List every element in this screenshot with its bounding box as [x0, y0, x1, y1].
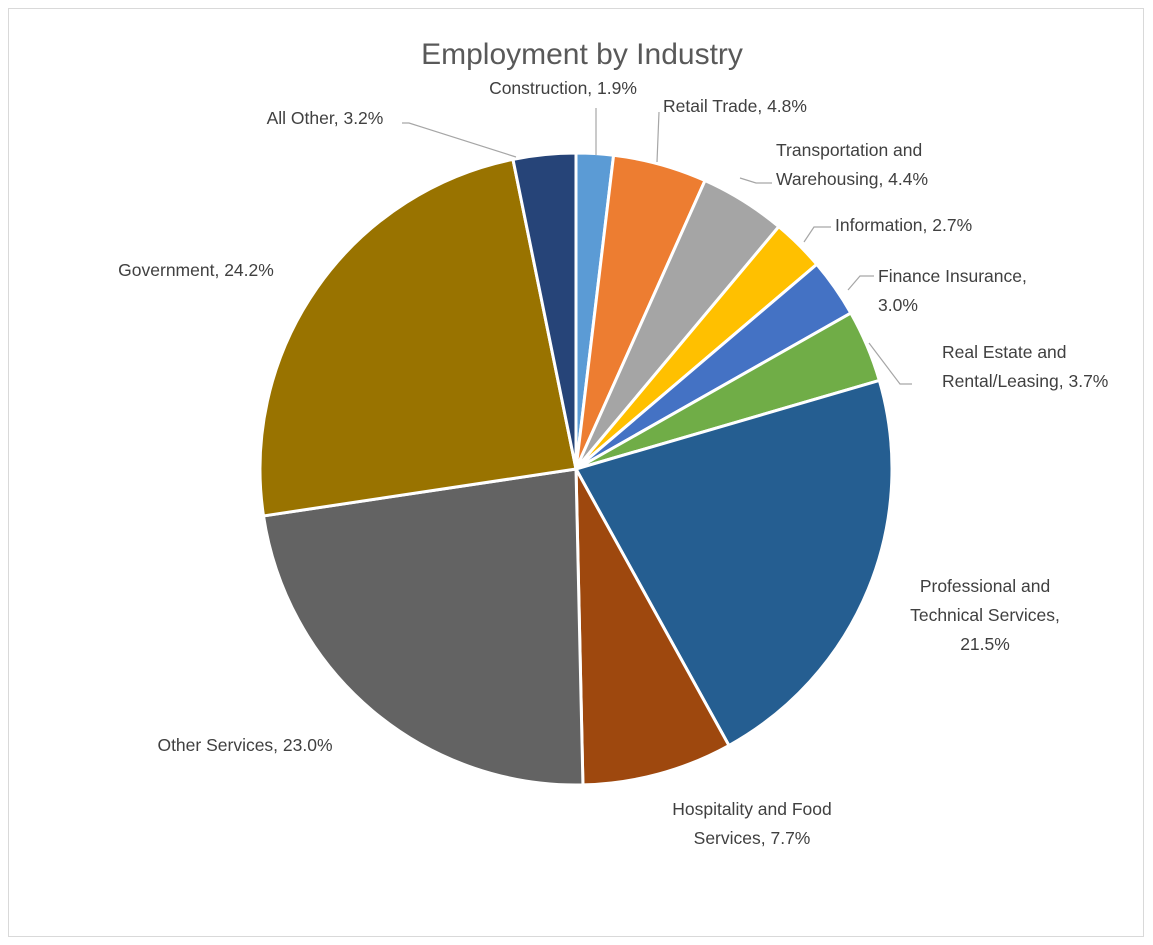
data-label-line: Transportation and [776, 140, 922, 160]
leader-lines [402, 108, 912, 385]
data-label-line: Information, 2.7% [835, 215, 972, 235]
data-label-other-services: Other Services, 23.0% [157, 735, 332, 755]
chart-title: Employment by Industry [421, 38, 743, 71]
data-labels: Construction, 1.9% Retail Trade, 4.8% Tran… [118, 78, 1108, 848]
pie-slices [258, 151, 894, 787]
leader-line-retail-trade [656, 111, 660, 163]
data-label-line: Construction, 1.9% [489, 78, 637, 98]
data-label-finance-insurance: Finance Insurance, 3.0% [878, 266, 1027, 315]
data-label-line: Retail Trade, 4.8% [663, 96, 807, 116]
data-label-line: Rental/Leasing, 3.7% [942, 371, 1108, 391]
data-label-information: Information, 2.7% [835, 215, 972, 235]
data-label-line: Other Services, 23.0% [157, 735, 332, 755]
data-label-retail-trade: Retail Trade, 4.8% [663, 96, 807, 116]
data-label-line: Government, 24.2% [118, 260, 274, 280]
data-label-government: Government, 24.2% [118, 260, 274, 280]
leader-line-real-estate-and-rental-leasing [868, 342, 912, 385]
slice-government [258, 157, 578, 518]
slice-professional-and-technical-services [573, 378, 894, 748]
data-label-line: 3.0% [878, 295, 918, 315]
slice-other-services [261, 467, 585, 787]
data-label-line: Services, 7.7% [694, 828, 811, 848]
data-label-construction: Construction, 1.9% [489, 78, 637, 98]
leader-line-finance-insurance [847, 275, 874, 291]
data-label-line: Hospitality and Food [672, 799, 832, 819]
data-label-all-other: All Other, 3.2% [267, 108, 384, 128]
leader-line-information [803, 226, 831, 243]
data-label-line: Finance Insurance, [878, 266, 1027, 286]
data-label-transportation-and-warehousing: Transportation and Warehousing, 4.4% [776, 140, 928, 189]
data-label-real-estate-and-rental-leasing: Real Estate and Rental/Leasing, 3.7% [942, 342, 1108, 391]
leader-line-transportation-and-warehousing [739, 177, 772, 184]
data-label-line: Professional and [920, 576, 1050, 596]
leader-line-all-other [402, 122, 517, 158]
data-label-line: Technical Services, [910, 605, 1060, 625]
data-label-professional-and-technical-services: Professional and Technical Services, 21.5% [910, 576, 1060, 654]
data-label-line: Real Estate and [942, 342, 1067, 362]
data-label-hospitality-and-food-services: Hospitality and Food Services, 7.7% [672, 799, 832, 848]
data-label-line: Warehousing, 4.4% [776, 169, 928, 189]
data-label-line: All Other, 3.2% [267, 108, 384, 128]
data-label-line: 21.5% [960, 634, 1010, 654]
slice-all-other [511, 151, 578, 470]
slice-hospitality-and-food-services [574, 468, 731, 787]
